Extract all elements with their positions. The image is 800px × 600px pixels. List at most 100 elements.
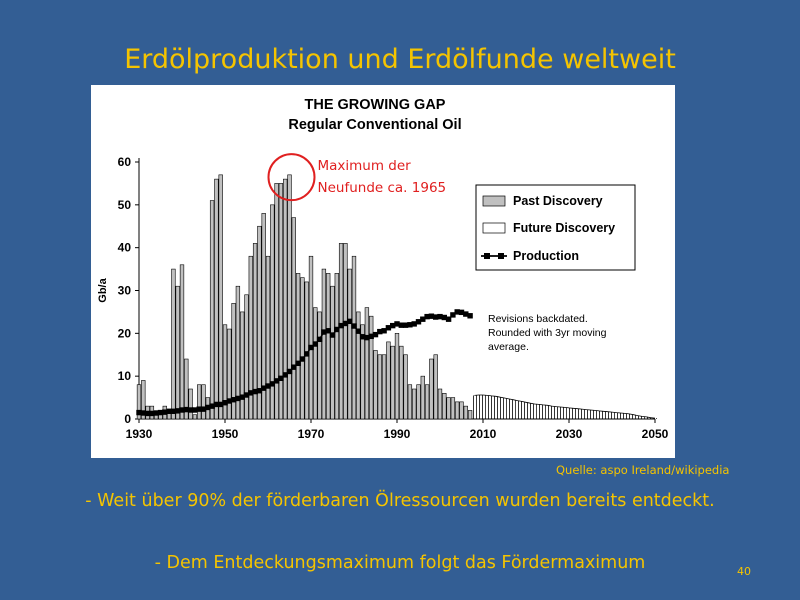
source-note: Quelle: aspo Ireland/wikipedia (556, 463, 730, 477)
future-discovery-bar (622, 413, 628, 419)
past-discovery-bar (287, 174, 292, 420)
chart-note-line: average. (488, 341, 529, 353)
production-point (467, 313, 473, 319)
chart-note-line: Revisions backdated. (488, 313, 588, 325)
past-discovery-bar (403, 354, 408, 420)
past-discovery-bar (313, 307, 318, 420)
production-point (359, 334, 366, 340)
future-discovery-bar (605, 411, 610, 419)
x-tick-label: 1950 (212, 427, 239, 441)
past-discovery-bar (369, 315, 374, 420)
legend-swatch-production-marker (498, 253, 504, 259)
chart-title: THE GROWING GAP (305, 97, 446, 113)
production-point (239, 394, 245, 400)
past-discovery-bar (407, 384, 413, 420)
past-discovery-bar (270, 204, 275, 420)
past-discovery-bar (420, 375, 425, 420)
future-discovery-bar (541, 404, 546, 419)
future-discovery-bar (601, 411, 606, 419)
y-tick-label: 10 (118, 369, 132, 383)
future-discovery-bar (631, 414, 636, 419)
y-tick-label: 30 (118, 284, 132, 298)
past-discovery-bar (364, 307, 370, 420)
past-discovery-bar (317, 311, 322, 420)
production-point (256, 388, 263, 394)
past-discovery-bar (265, 255, 271, 420)
future-discovery-bar (532, 404, 537, 419)
legend-label: Future Discovery (513, 221, 615, 235)
production-point (179, 407, 185, 413)
past-discovery-bar (429, 358, 434, 420)
x-tick-label: 2030 (556, 427, 583, 441)
production-point (321, 329, 327, 335)
past-discovery-bar (209, 200, 215, 420)
past-discovery-bar (437, 388, 443, 420)
y-axis-label: Gb/a (97, 277, 109, 302)
production-point (153, 410, 159, 416)
future-discovery-bar (493, 396, 499, 419)
past-discovery-bar (240, 311, 245, 420)
future-discovery-bar (575, 408, 580, 419)
past-discovery-bar (218, 174, 223, 420)
future-discovery-bar (476, 395, 481, 419)
production-point (299, 356, 306, 362)
production-point (230, 397, 237, 403)
production-point (226, 398, 232, 404)
past-discovery-bar (347, 268, 352, 420)
past-discovery-bar (338, 243, 344, 420)
past-discovery-bar (450, 397, 456, 420)
future-discovery-bar (609, 412, 615, 419)
past-discovery-bar (386, 341, 391, 420)
past-discovery-bar (308, 255, 314, 420)
production-point (235, 395, 241, 402)
past-discovery-bar (188, 388, 193, 420)
production-point (278, 375, 284, 382)
production-point (218, 401, 224, 408)
production-point (347, 318, 353, 325)
past-discovery-bar (334, 273, 339, 420)
past-discovery-bar (455, 401, 460, 420)
production-point (144, 410, 151, 417)
future-discovery-bar (528, 403, 533, 419)
past-discovery-bar (274, 183, 279, 420)
past-discovery-bar (463, 405, 468, 420)
y-tick-label: 40 (118, 241, 132, 255)
production-point (304, 351, 310, 357)
production-point (364, 334, 370, 341)
future-discovery-bar (536, 404, 542, 419)
past-discovery-bar (467, 410, 473, 420)
y-tick-label: 50 (118, 198, 132, 212)
past-discovery-bar (360, 324, 365, 420)
past-discovery-bar (459, 401, 464, 420)
future-discovery-bar (515, 400, 520, 419)
production-point (170, 408, 177, 414)
past-discovery-bar (248, 255, 253, 420)
production-point (458, 309, 465, 316)
production-point (377, 328, 383, 335)
past-discovery-bar (227, 328, 232, 420)
production-point (394, 321, 400, 327)
past-discovery-bar (394, 333, 400, 420)
past-discovery-bar (171, 268, 176, 420)
production-point (209, 403, 215, 409)
future-discovery-bar (506, 398, 511, 419)
bullet-point: - Dem Entdeckungsmaximum folgt das Förde… (154, 553, 646, 573)
x-tick-label: 2050 (642, 427, 669, 441)
past-discovery-bar (356, 311, 361, 420)
future-discovery-bar (523, 402, 529, 419)
production-point (196, 406, 202, 412)
future-discovery-bar (549, 406, 554, 419)
future-discovery-bar (652, 418, 658, 419)
legend-swatch-future (482, 222, 506, 234)
production-point (286, 368, 293, 375)
x-tick-label: 1930 (126, 427, 153, 441)
production-point (308, 344, 314, 351)
chart-panel: THE GROWING GAP Regular Conventional Oil… (91, 85, 675, 458)
future-discovery-bar (571, 408, 576, 419)
y-tick-label: 60 (118, 155, 132, 169)
future-discovery-bar (614, 412, 619, 419)
production-point (454, 309, 460, 315)
future-discovery-bar (519, 401, 524, 419)
production-point (183, 406, 189, 413)
production-point (463, 311, 469, 317)
